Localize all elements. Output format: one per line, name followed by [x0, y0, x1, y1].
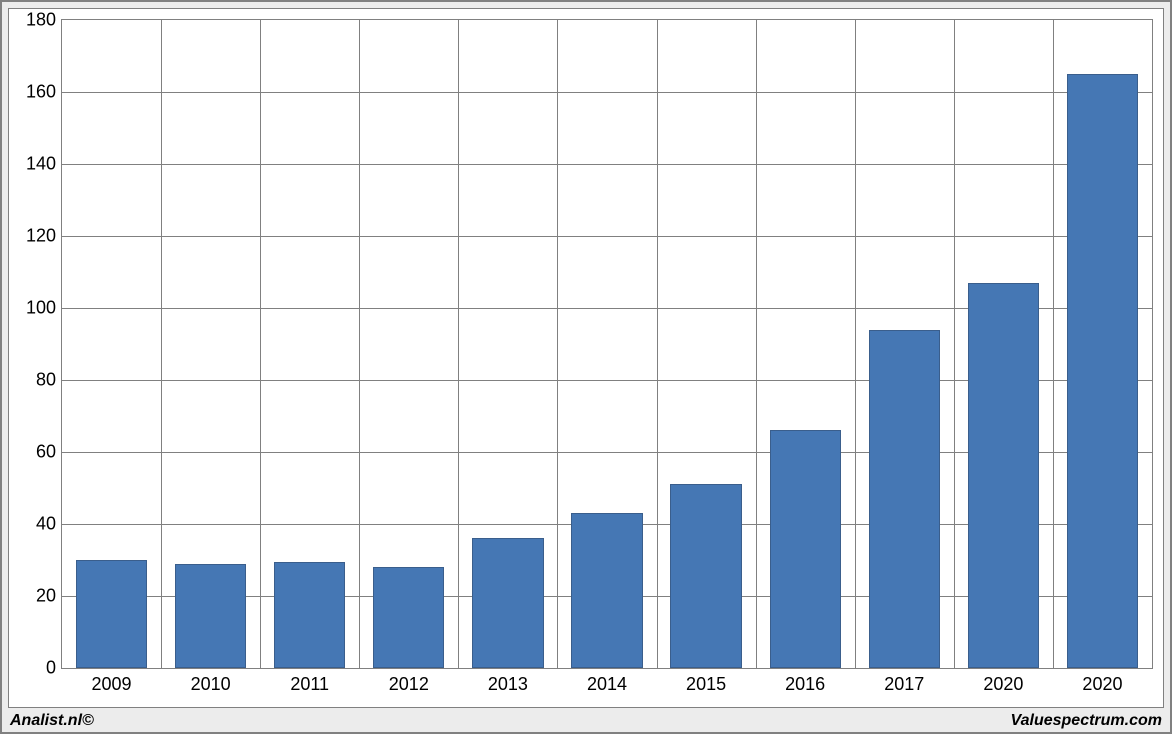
- y-tick-label: 60: [36, 442, 62, 463]
- y-tick-label: 0: [46, 658, 62, 679]
- bar: [770, 430, 841, 668]
- gridline-vertical: [657, 20, 658, 668]
- gridline-vertical: [260, 20, 261, 668]
- bar: [1067, 74, 1138, 668]
- bar: [76, 560, 147, 668]
- x-tick-label: 2016: [785, 668, 825, 695]
- bar: [670, 484, 741, 668]
- bar: [274, 562, 345, 668]
- gridline-vertical: [557, 20, 558, 668]
- y-tick-label: 180: [26, 10, 62, 31]
- x-tick-label: 2020: [983, 668, 1023, 695]
- x-tick-label: 2012: [389, 668, 429, 695]
- gridline-horizontal: [62, 92, 1152, 93]
- x-tick-label: 2015: [686, 668, 726, 695]
- bar: [968, 283, 1039, 668]
- gridline-vertical: [954, 20, 955, 668]
- gridline-vertical: [855, 20, 856, 668]
- gridline-horizontal: [62, 236, 1152, 237]
- bar: [571, 513, 642, 668]
- plot-area: 0204060801001201401601802009201020112012…: [61, 19, 1153, 669]
- x-tick-label: 2011: [290, 668, 329, 695]
- gridline-vertical: [359, 20, 360, 668]
- gridline-vertical: [756, 20, 757, 668]
- x-tick-label: 2020: [1082, 668, 1122, 695]
- gridline-vertical: [458, 20, 459, 668]
- x-tick-label: 2014: [587, 668, 627, 695]
- bar: [373, 567, 444, 668]
- x-tick-label: 2009: [92, 668, 132, 695]
- y-tick-label: 140: [26, 153, 62, 174]
- y-tick-label: 20: [36, 585, 62, 606]
- x-tick-label: 2017: [884, 668, 924, 695]
- bar: [175, 564, 246, 668]
- x-tick-label: 2010: [191, 668, 231, 695]
- y-tick-label: 100: [26, 297, 62, 318]
- y-tick-label: 160: [26, 81, 62, 102]
- x-tick-label: 2013: [488, 668, 528, 695]
- bar: [869, 330, 940, 668]
- y-tick-label: 120: [26, 226, 62, 247]
- gridline-vertical: [161, 20, 162, 668]
- y-tick-label: 40: [36, 514, 62, 535]
- y-tick-label: 80: [36, 370, 62, 391]
- gridline-horizontal: [62, 164, 1152, 165]
- gridline-vertical: [1053, 20, 1054, 668]
- plot-wrap: 0 20 40 60 80 100 120 140 160 180 2009 2010 2011 2012…: [8, 8, 1164, 708]
- chart-frame: 0 20 40 60 80 100 120 140 160 180 2009 2010 2011 2012…: [0, 0, 1172, 734]
- bar: [472, 538, 543, 668]
- footer-right-attribution: Valuespectrum.com: [1011, 712, 1162, 730]
- footer-left-attribution: Analist.nl©: [10, 712, 94, 730]
